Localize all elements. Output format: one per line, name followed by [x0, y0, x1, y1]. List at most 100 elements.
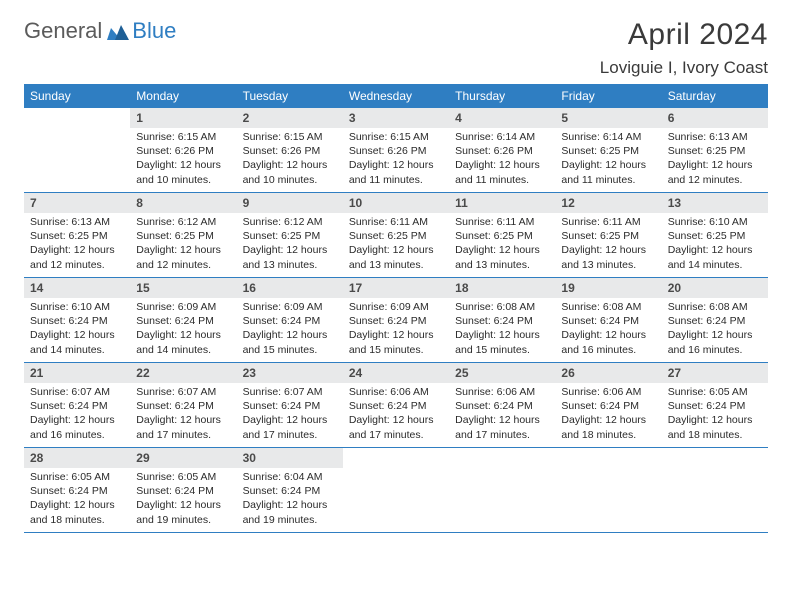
info-sunrise: Sunrise: 6:11 AM: [349, 215, 443, 229]
day-number: 14: [24, 278, 130, 298]
day-number: 20: [662, 278, 768, 298]
info-daylight1: Daylight: 12 hours: [136, 158, 230, 172]
info-sunrise: Sunrise: 6:14 AM: [561, 130, 655, 144]
day-cell: 12Sunrise: 6:11 AMSunset: 6:25 PMDayligh…: [555, 193, 661, 277]
info-daylight2: and 13 minutes.: [243, 258, 337, 272]
weekday-header: Monday: [130, 84, 236, 108]
info-daylight1: Daylight: 12 hours: [30, 413, 124, 427]
info-sunset: Sunset: 6:24 PM: [243, 314, 337, 328]
day-cell: 11Sunrise: 6:11 AMSunset: 6:25 PMDayligh…: [449, 193, 555, 277]
info-sunset: Sunset: 6:25 PM: [136, 229, 230, 243]
info-daylight1: Daylight: 12 hours: [455, 158, 549, 172]
brand-mark-icon: [107, 24, 129, 40]
info-sunrise: Sunrise: 6:14 AM: [455, 130, 549, 144]
day-cell: 24Sunrise: 6:06 AMSunset: 6:24 PMDayligh…: [343, 363, 449, 447]
day-body: Sunrise: 6:07 AMSunset: 6:24 PMDaylight:…: [24, 383, 130, 446]
day-cell: 25Sunrise: 6:06 AMSunset: 6:24 PMDayligh…: [449, 363, 555, 447]
day-body: Sunrise: 6:09 AMSunset: 6:24 PMDaylight:…: [237, 298, 343, 361]
info-sunset: Sunset: 6:24 PM: [349, 399, 443, 413]
info-sunset: Sunset: 6:24 PM: [136, 314, 230, 328]
info-sunset: Sunset: 6:25 PM: [561, 229, 655, 243]
day-body: Sunrise: 6:10 AMSunset: 6:25 PMDaylight:…: [662, 213, 768, 276]
day-cell: 20Sunrise: 6:08 AMSunset: 6:24 PMDayligh…: [662, 278, 768, 362]
day-number: 16: [237, 278, 343, 298]
info-daylight2: and 15 minutes.: [243, 343, 337, 357]
day-body: Sunrise: 6:08 AMSunset: 6:24 PMDaylight:…: [449, 298, 555, 361]
info-sunset: Sunset: 6:26 PM: [349, 144, 443, 158]
info-sunrise: Sunrise: 6:12 AM: [136, 215, 230, 229]
info-sunrise: Sunrise: 6:08 AM: [561, 300, 655, 314]
day-number: 13: [662, 193, 768, 213]
info-daylight1: Daylight: 12 hours: [561, 158, 655, 172]
info-daylight2: and 14 minutes.: [136, 343, 230, 357]
info-sunrise: Sunrise: 6:13 AM: [668, 130, 762, 144]
info-sunrise: Sunrise: 6:07 AM: [136, 385, 230, 399]
info-daylight2: and 12 minutes.: [668, 173, 762, 187]
info-sunrise: Sunrise: 6:10 AM: [30, 300, 124, 314]
day-body: Sunrise: 6:04 AMSunset: 6:24 PMDaylight:…: [237, 468, 343, 531]
day-number: 21: [24, 363, 130, 383]
day-body: Sunrise: 6:13 AMSunset: 6:25 PMDaylight:…: [24, 213, 130, 276]
info-daylight1: Daylight: 12 hours: [349, 158, 443, 172]
day-number: 1: [130, 108, 236, 128]
day-body: Sunrise: 6:14 AMSunset: 6:26 PMDaylight:…: [449, 128, 555, 191]
day-body: Sunrise: 6:09 AMSunset: 6:24 PMDaylight:…: [343, 298, 449, 361]
day-cell: 3Sunrise: 6:15 AMSunset: 6:26 PMDaylight…: [343, 108, 449, 192]
info-daylight2: and 19 minutes.: [243, 513, 337, 527]
day-number: 6: [662, 108, 768, 128]
day-body: Sunrise: 6:05 AMSunset: 6:24 PMDaylight:…: [662, 383, 768, 446]
day-body: Sunrise: 6:10 AMSunset: 6:24 PMDaylight:…: [24, 298, 130, 361]
info-daylight1: Daylight: 12 hours: [136, 498, 230, 512]
day-number: 4: [449, 108, 555, 128]
info-sunrise: Sunrise: 6:10 AM: [668, 215, 762, 229]
day-body: Sunrise: 6:07 AMSunset: 6:24 PMDaylight:…: [237, 383, 343, 446]
day-number: 17: [343, 278, 449, 298]
day-body: Sunrise: 6:15 AMSunset: 6:26 PMDaylight:…: [237, 128, 343, 191]
info-daylight2: and 13 minutes.: [561, 258, 655, 272]
brand-part2: Blue: [132, 18, 176, 44]
weekday-header: Tuesday: [237, 84, 343, 108]
day-body: Sunrise: 6:11 AMSunset: 6:25 PMDaylight:…: [555, 213, 661, 276]
info-sunset: Sunset: 6:25 PM: [30, 229, 124, 243]
info-sunrise: Sunrise: 6:09 AM: [243, 300, 337, 314]
info-daylight1: Daylight: 12 hours: [30, 328, 124, 342]
day-cell: 1Sunrise: 6:15 AMSunset: 6:26 PMDaylight…: [130, 108, 236, 192]
info-sunrise: Sunrise: 6:09 AM: [136, 300, 230, 314]
info-daylight1: Daylight: 12 hours: [668, 243, 762, 257]
day-cell: [555, 448, 661, 532]
day-number: 28: [24, 448, 130, 468]
day-cell: 19Sunrise: 6:08 AMSunset: 6:24 PMDayligh…: [555, 278, 661, 362]
day-body: Sunrise: 6:12 AMSunset: 6:25 PMDaylight:…: [130, 213, 236, 276]
info-daylight2: and 17 minutes.: [455, 428, 549, 442]
day-body: Sunrise: 6:11 AMSunset: 6:25 PMDaylight:…: [343, 213, 449, 276]
day-cell: [662, 448, 768, 532]
day-cell: 8Sunrise: 6:12 AMSunset: 6:25 PMDaylight…: [130, 193, 236, 277]
info-sunrise: Sunrise: 6:11 AM: [561, 215, 655, 229]
info-sunset: Sunset: 6:24 PM: [668, 399, 762, 413]
weekday-header-row: SundayMondayTuesdayWednesdayThursdayFrid…: [24, 84, 768, 108]
day-cell: 5Sunrise: 6:14 AMSunset: 6:25 PMDaylight…: [555, 108, 661, 192]
info-sunset: Sunset: 6:25 PM: [668, 229, 762, 243]
day-number: 15: [130, 278, 236, 298]
info-daylight1: Daylight: 12 hours: [668, 413, 762, 427]
info-sunset: Sunset: 6:24 PM: [136, 484, 230, 498]
info-daylight1: Daylight: 12 hours: [243, 413, 337, 427]
info-sunset: Sunset: 6:24 PM: [455, 399, 549, 413]
day-body: Sunrise: 6:09 AMSunset: 6:24 PMDaylight:…: [130, 298, 236, 361]
week-row: 21Sunrise: 6:07 AMSunset: 6:24 PMDayligh…: [24, 363, 768, 448]
info-daylight1: Daylight: 12 hours: [349, 243, 443, 257]
info-daylight2: and 13 minutes.: [349, 258, 443, 272]
day-number: 25: [449, 363, 555, 383]
info-sunset: Sunset: 6:24 PM: [243, 399, 337, 413]
info-daylight1: Daylight: 12 hours: [455, 328, 549, 342]
info-daylight1: Daylight: 12 hours: [668, 158, 762, 172]
week-row: 7Sunrise: 6:13 AMSunset: 6:25 PMDaylight…: [24, 193, 768, 278]
day-number: 5: [555, 108, 661, 128]
info-sunrise: Sunrise: 6:06 AM: [349, 385, 443, 399]
day-cell: 29Sunrise: 6:05 AMSunset: 6:24 PMDayligh…: [130, 448, 236, 532]
day-body: Sunrise: 6:05 AMSunset: 6:24 PMDaylight:…: [130, 468, 236, 531]
info-daylight2: and 18 minutes.: [30, 513, 124, 527]
day-body: Sunrise: 6:08 AMSunset: 6:24 PMDaylight:…: [555, 298, 661, 361]
info-daylight1: Daylight: 12 hours: [243, 328, 337, 342]
info-sunset: Sunset: 6:25 PM: [243, 229, 337, 243]
